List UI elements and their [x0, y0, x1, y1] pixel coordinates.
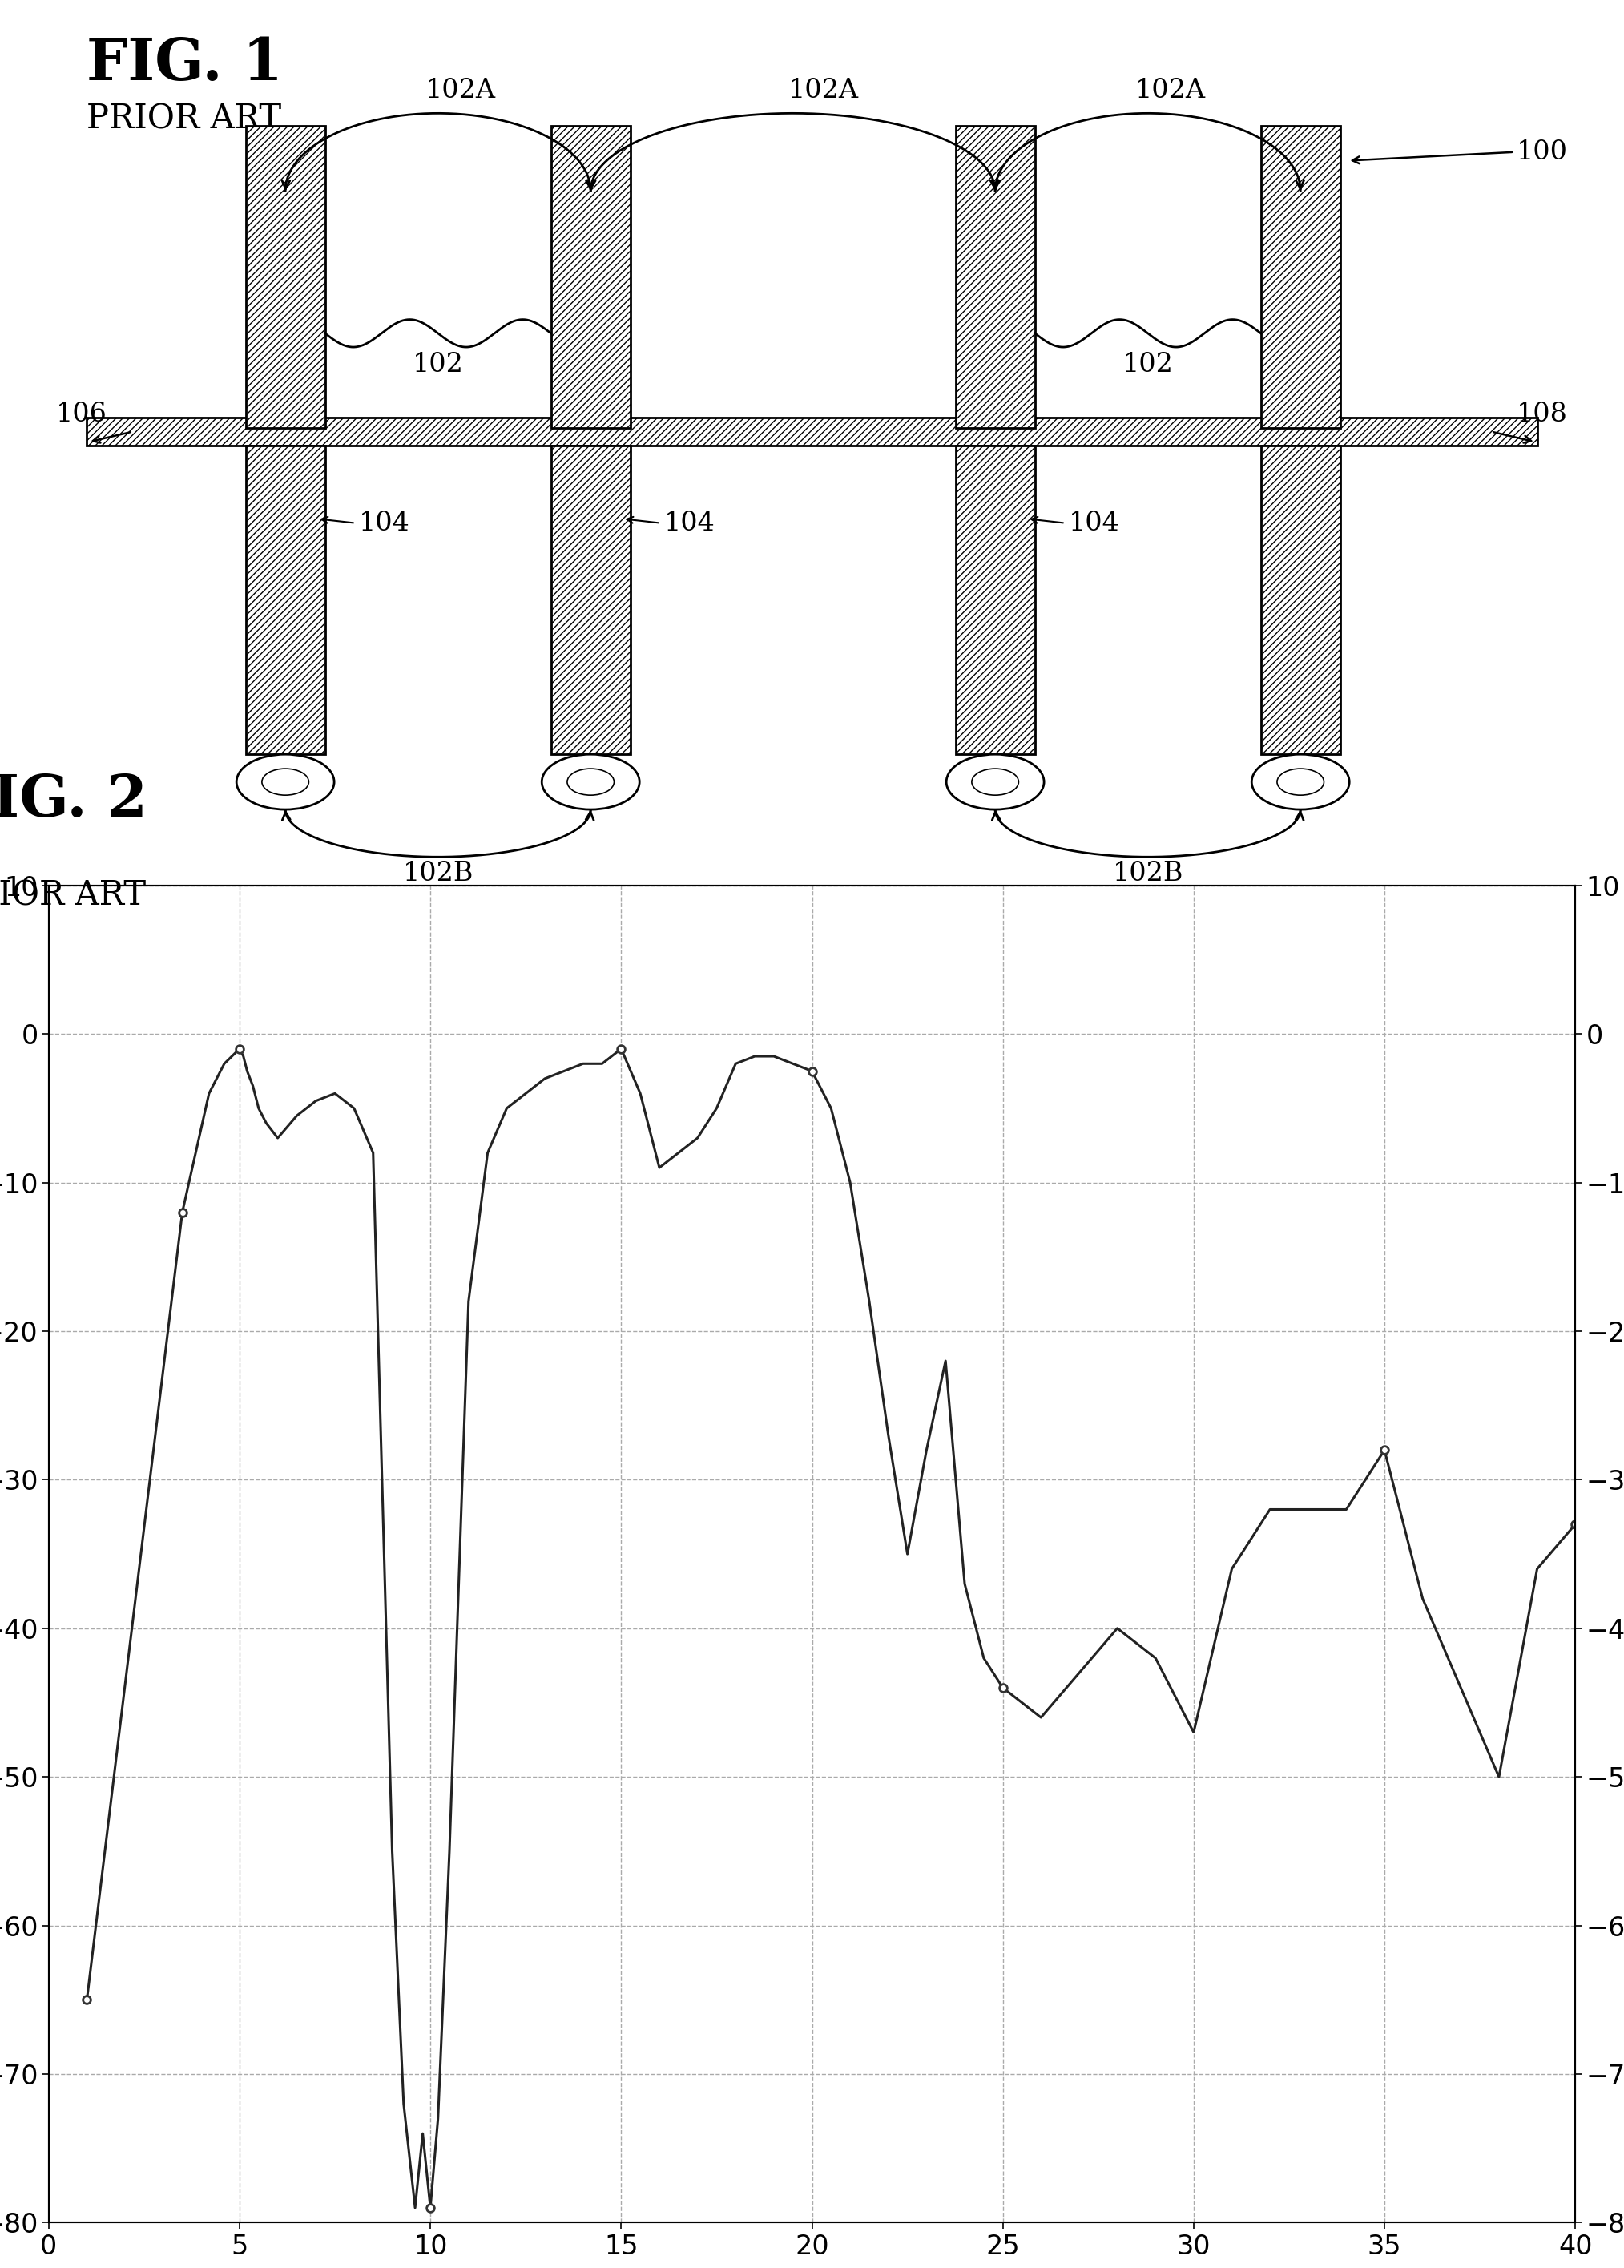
Text: PRIOR ART: PRIOR ART [88, 102, 281, 136]
Bar [551, 445, 630, 755]
Text: 102B: 102B [403, 862, 473, 887]
Circle shape [237, 755, 335, 810]
Bar [955, 445, 1034, 755]
Bar [1260, 445, 1340, 755]
Text: 104: 104 [664, 510, 715, 535]
Circle shape [1252, 755, 1350, 810]
Text: 102A: 102A [1135, 77, 1207, 104]
Bar [1260, 127, 1340, 429]
Circle shape [947, 755, 1044, 810]
Text: 104: 104 [359, 510, 409, 535]
Bar [245, 127, 325, 429]
Text: 102: 102 [412, 352, 463, 379]
Circle shape [542, 755, 640, 810]
Text: 104: 104 [1069, 510, 1119, 535]
Bar [955, 127, 1034, 429]
Text: 108: 108 [1517, 401, 1567, 426]
Text: 106: 106 [57, 401, 107, 426]
Text: 100: 100 [1517, 138, 1567, 166]
Bar [551, 127, 630, 429]
Text: 102A: 102A [425, 77, 497, 104]
Text: 102: 102 [1122, 352, 1174, 379]
Text: 102A: 102A [788, 77, 859, 104]
Text: FIG. 1: FIG. 1 [88, 36, 283, 93]
Bar [245, 445, 325, 755]
Circle shape [261, 769, 309, 796]
Circle shape [567, 769, 614, 796]
Text: 102B: 102B [1112, 862, 1184, 887]
Text: PRIOR ART: PRIOR ART [0, 878, 146, 912]
Text: FIG. 2: FIG. 2 [0, 771, 148, 828]
Circle shape [1276, 769, 1324, 796]
Circle shape [971, 769, 1018, 796]
Bar [88, 417, 1538, 445]
